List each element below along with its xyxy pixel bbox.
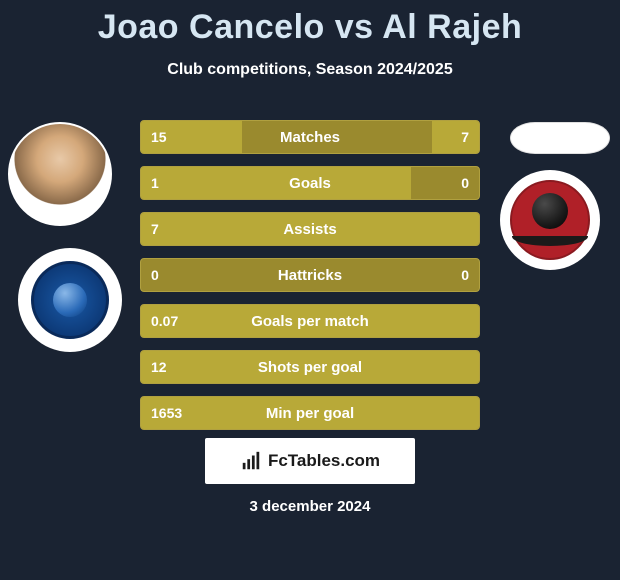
stat-label: Hattricks (141, 259, 479, 291)
stat-label: Min per goal (141, 397, 479, 429)
stat-row: 1Goals0 (140, 166, 480, 200)
stat-row: 1653Min per goal (140, 396, 480, 430)
stat-label: Assists (141, 213, 479, 245)
player-left-photo (8, 122, 112, 226)
stat-label: Matches (141, 121, 479, 153)
stat-row: 0.07Goals per match (140, 304, 480, 338)
stat-value-right: 0 (461, 259, 469, 291)
player-right-flag (510, 122, 610, 154)
watermark-text: FcTables.com (268, 451, 380, 471)
stat-label: Goals (141, 167, 479, 199)
stats-area: 15Matches71Goals07Assists0Hattricks00.07… (140, 120, 480, 442)
stat-row: 12Shots per goal (140, 350, 480, 384)
chart-icon (240, 450, 262, 472)
club-left-logo (18, 248, 122, 352)
stat-row: 0Hattricks0 (140, 258, 480, 292)
club-left-logo-inner (31, 261, 109, 339)
club-right-logo-inner (510, 180, 590, 260)
stat-label: Shots per goal (141, 351, 479, 383)
stat-value-right: 7 (461, 121, 469, 153)
stat-row: 15Matches7 (140, 120, 480, 154)
subtitle: Club competitions, Season 2024/2025 (0, 61, 620, 79)
stat-row: 7Assists (140, 212, 480, 246)
club-right-logo (500, 170, 600, 270)
stat-label: Goals per match (141, 305, 479, 337)
page-title: Joao Cancelo vs Al Rajeh (0, 0, 620, 47)
watermark: FcTables.com (205, 438, 415, 484)
date: 3 december 2024 (0, 498, 620, 515)
stat-value-right: 0 (461, 167, 469, 199)
